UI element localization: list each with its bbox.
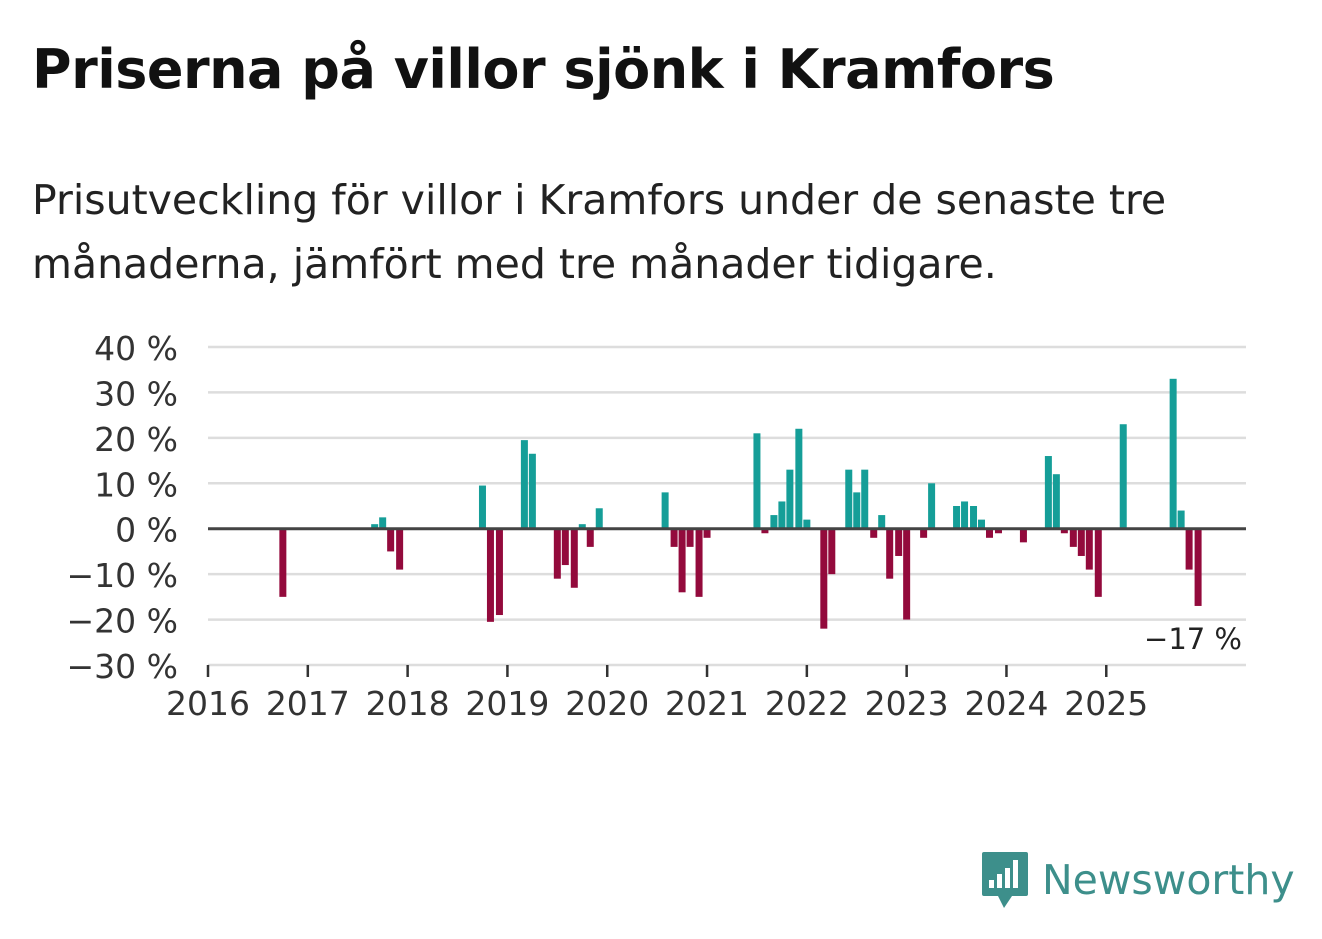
bar-positive bbox=[803, 519, 811, 529]
bar-positive bbox=[1052, 474, 1060, 529]
bar-positive bbox=[1044, 456, 1052, 529]
bar-positive bbox=[953, 506, 961, 529]
bar-positive bbox=[861, 469, 869, 529]
bar-negative bbox=[686, 528, 694, 547]
bar-positive bbox=[478, 485, 486, 529]
bar-positive bbox=[520, 440, 528, 529]
bar-positive bbox=[845, 469, 853, 529]
bar-negative bbox=[1185, 528, 1193, 570]
bar-negative bbox=[761, 528, 769, 534]
bar-negative bbox=[695, 528, 703, 597]
bar-negative bbox=[586, 528, 594, 547]
x-tick-label: 2018 bbox=[366, 684, 450, 723]
last-value-annotation: −17 % bbox=[1144, 622, 1242, 656]
bar-positive bbox=[778, 501, 786, 529]
bar-negative bbox=[561, 528, 569, 566]
y-tick-label: −30 % bbox=[67, 647, 179, 686]
x-tick-label: 2017 bbox=[266, 684, 350, 723]
bar-positive bbox=[379, 517, 387, 529]
chart-subtitle: Prisutveckling för villor i Kramfors und… bbox=[32, 176, 1167, 288]
bar-positive bbox=[371, 524, 379, 529]
bar-positive bbox=[961, 501, 969, 529]
bar-negative bbox=[670, 528, 678, 547]
bar-positive bbox=[978, 519, 986, 529]
bar-negative bbox=[570, 528, 578, 588]
gridlines bbox=[208, 345, 1246, 667]
x-tick-label: 2024 bbox=[964, 684, 1048, 723]
y-tick-label: −10 % bbox=[67, 556, 179, 595]
bar-positive bbox=[928, 483, 936, 529]
bar-negative bbox=[895, 528, 903, 556]
bar-negative bbox=[1060, 528, 1068, 534]
bar-negative bbox=[279, 528, 287, 597]
x-tick-label: 2023 bbox=[865, 684, 949, 723]
bar-positive bbox=[853, 492, 861, 529]
bar-negative bbox=[1094, 528, 1102, 597]
y-tick-label: −20 % bbox=[67, 602, 179, 641]
y-tick-label: 40 % bbox=[94, 329, 178, 368]
bar-positive bbox=[528, 453, 536, 529]
bar-positive bbox=[595, 508, 603, 529]
x-axis: 2016 2017 2018 2019 2020 2021 2022 2023 2024 2025 bbox=[166, 664, 1246, 723]
bar-negative bbox=[994, 528, 1002, 534]
bar-negative bbox=[920, 528, 928, 538]
bar-negative bbox=[828, 528, 836, 575]
bar-negative bbox=[1085, 528, 1093, 570]
bar-negative bbox=[1194, 528, 1202, 606]
x-tick-label: 2022 bbox=[765, 684, 849, 723]
bar-negative bbox=[1077, 528, 1085, 556]
bar-negative bbox=[985, 528, 993, 538]
x-tick-label: 2016 bbox=[166, 684, 250, 723]
annotation-layer: −17 % bbox=[1144, 622, 1242, 656]
newsworthy-logo-icon bbox=[982, 852, 1028, 908]
bar-negative bbox=[903, 528, 911, 620]
newsworthy-logo: Newsworthy bbox=[980, 848, 1295, 912]
bars bbox=[279, 378, 1202, 629]
newsworthy-logo-text: Newsworthy bbox=[1042, 856, 1295, 904]
bar-negative bbox=[486, 528, 494, 622]
bar-negative bbox=[870, 528, 878, 538]
bar-positive bbox=[578, 524, 586, 529]
y-tick-label: 20 % bbox=[94, 420, 178, 459]
bar-positive bbox=[753, 433, 761, 529]
bar-positive bbox=[1177, 510, 1185, 529]
bar-positive bbox=[878, 515, 886, 529]
bar-positive bbox=[795, 428, 803, 529]
bar-positive bbox=[1169, 378, 1177, 529]
y-tick-label: 10 % bbox=[94, 465, 178, 504]
bar-chart: 40 %30 %20 %10 %0 %−10 %−20 %−30 % 2016 2… bbox=[67, 329, 1246, 723]
bar-positive bbox=[1119, 424, 1127, 529]
bar-positive bbox=[786, 469, 794, 529]
bar-negative bbox=[703, 528, 711, 538]
bar-negative bbox=[1019, 528, 1027, 543]
y-axis-labels: 40 % 30 % 20 % 10 % 0 % −10 % −20 % −30 % bbox=[67, 329, 179, 686]
bar-positive bbox=[970, 506, 978, 529]
bar-negative bbox=[886, 528, 894, 579]
bar-negative bbox=[678, 528, 686, 593]
y-tick-label: 30 % bbox=[94, 374, 178, 413]
bar-negative bbox=[396, 528, 404, 570]
y-tick-label: 0 % bbox=[115, 511, 178, 550]
x-tick-label: 2025 bbox=[1064, 684, 1148, 723]
bar-positive bbox=[770, 515, 778, 529]
chart-title: Priserna på villor sjönk i Kramfors bbox=[32, 38, 1055, 101]
bar-negative bbox=[820, 528, 828, 629]
bar-negative bbox=[1069, 528, 1077, 547]
bar-positive bbox=[661, 492, 669, 529]
bar-negative bbox=[553, 528, 561, 579]
x-tick-label: 2021 bbox=[665, 684, 749, 723]
bar-negative bbox=[495, 528, 503, 616]
x-tick-label: 2019 bbox=[465, 684, 549, 723]
x-tick-label: 2020 bbox=[565, 684, 649, 723]
bar-negative bbox=[387, 528, 395, 552]
